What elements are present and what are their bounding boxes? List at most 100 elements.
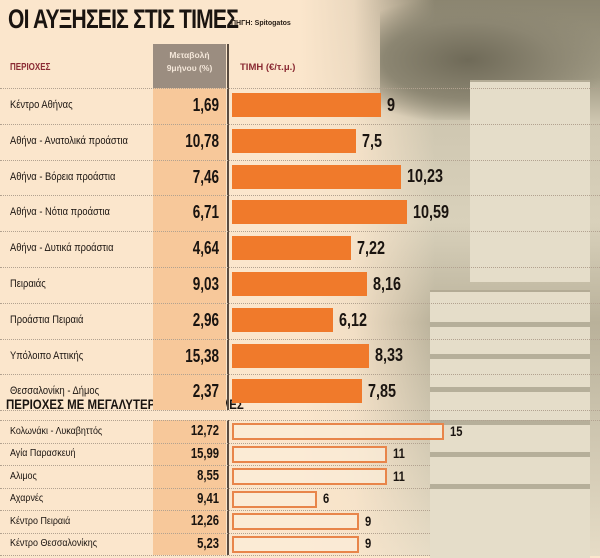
price-value-label: 7,85 [367,381,396,402]
region-row: Αθήνα - Ανατολικά προάστια 10,78 7,5 [0,124,600,160]
region-label: Αχαρνές [10,492,44,505]
price-bar [232,490,317,508]
change-pct-value: 9,03 [192,274,219,295]
row-divider [0,123,600,125]
change-pct-value: 6,71 [192,202,219,223]
price-bar [232,513,359,530]
price-value-label: 9 [386,94,395,115]
building-image [430,290,590,558]
change-pct-value: 15,38 [185,345,219,366]
top-change-row: Αχαρνές 9,41 6 [0,488,600,511]
row-divider [0,88,600,89]
region-row: Προάστια Πειραιά 2,96 6,12 [0,303,600,339]
row-divider [0,487,430,489]
price-value-label: 7,22 [357,237,386,258]
price-value-label: 15 [449,422,462,439]
region-label: Αθήνα - Βόρεια προάστια [10,170,116,183]
change-pct-value: 2,37 [192,381,219,402]
region-row: Αθήνα - Νότια προάστια 6,71 10,59 [0,195,600,231]
price-bar [232,423,444,440]
region-row: Υπόλοιπο Αττικής 15,38 8,33 [0,339,600,375]
region-label: Κολωνάκι - Λυκαβηττός [10,424,103,437]
row-divider [0,338,600,340]
region-label: Προάστια Πειραιά [10,313,84,326]
region-row: Αθήνα - Βόρεια προάστια 7,46 10,23 [0,160,600,196]
price-value-label: 6 [322,490,329,507]
price-bar [232,343,370,368]
price-value-label: 9 [364,512,372,529]
background-photo-apartments [300,0,600,558]
price-bar [232,379,362,404]
price-column-header: ΤΙΜΗ (€/τ.μ.) [240,62,296,73]
price-bar [232,128,356,153]
price-value-label: 11 [393,445,405,462]
region-label: Θεσσαλονίκη - Δήμος [10,385,100,398]
row-divider [0,231,600,233]
region-label: Αθήνα - Ανατολικά προάστια [10,134,128,147]
price-bar [232,272,367,296]
change-pct-value: 9,41 [197,489,219,507]
row-divider [0,532,430,534]
chart-title: ΟΙ ΑΥΞΗΣΕΙΣ ΣΤΙΣ ΤΙΜΕΣ [8,4,239,34]
price-value-label: 8,33 [375,345,404,366]
row-divider [0,267,600,268]
change-pct-value: 2,96 [192,309,219,330]
top-change-row: Κολωνάκι - Λυκαβηττός 12,72 15 [0,420,600,443]
region-label: Κέντρο Αθήνας [10,99,73,112]
price-bar [232,236,352,261]
price-bar [232,200,407,225]
region-label: Κέντρο Πειραιά [10,514,71,527]
region-label: Αθήνα - Δυτικά προάστια [10,242,114,255]
top-change-row: Κέντρο Πειραιά 12,26 9 [0,510,600,533]
change-pct-value: 5,23 [197,534,219,552]
price-value-label: 11 [393,467,405,484]
region-row: Αθήνα - Δυτικά προάστια 4,64 7,22 [0,231,600,267]
row-divider [0,465,430,466]
change-pct-value: 12,26 [190,512,219,530]
change-pct-value: 1,69 [192,95,219,116]
price-bar [232,445,388,463]
top-change-row: Αγία Παρασκευή 15,99 11 [0,443,600,466]
change-header-line2: 9μήνου (%) [166,63,213,73]
row-divider [0,442,430,444]
change-pct-value: 15,99 [190,444,219,462]
price-value-label: 9 [364,535,372,552]
price-bar [232,307,333,332]
price-value-label: 6,12 [338,309,368,330]
region-label: Αθήνα - Νότια προάστια [10,206,110,219]
region-row: Κέντρο Αθήνας 1,69 9 [0,88,600,124]
change-column-background [153,88,226,411]
row-divider [0,159,600,161]
row-divider [0,420,600,421]
region-label: Πειραιάς [10,278,46,291]
row-divider [0,410,600,412]
row-divider [0,302,600,304]
change-header-line1: Μεταβολή [169,50,210,60]
change-pct-value: 8,55 [197,467,219,485]
region-label: Αγία Παρασκευή [10,447,76,460]
change-column-header: Μεταβολή 9μήνου (%) [153,44,226,88]
price-bar [232,164,401,189]
region-row: Πειραιάς 9,03 8,16 [0,267,600,303]
region-label: Κέντρο Θεσσαλονίκης [10,537,98,550]
building-image [470,80,590,282]
price-value-label: 7,5 [361,130,382,151]
column-divider [227,44,229,411]
region-label: Υπόλοιπο Αττικής [10,349,84,362]
region-label: Αλιμος [10,469,37,482]
change-pct-value: 10,78 [185,130,219,151]
top-change-row: Αλιμος 8,55 11 [0,465,600,488]
change-pct-value: 12,72 [190,422,219,440]
region-row: Θεσσαλονίκη - Δήμος 2,37 7,85 [0,374,600,410]
row-divider [0,510,430,511]
source-label: ΠΗΓΗ: Spitogatos [231,20,291,27]
price-value-label: 10,59 [412,202,449,223]
price-bar [232,93,381,117]
price-value-label: 8,16 [372,273,401,294]
change-pct-value: 7,46 [192,166,219,187]
row-divider [0,374,600,376]
row-divider [0,195,600,197]
price-value-label: 10,23 [406,166,443,187]
change-pct-value: 4,64 [192,238,219,259]
price-bar [232,535,359,553]
